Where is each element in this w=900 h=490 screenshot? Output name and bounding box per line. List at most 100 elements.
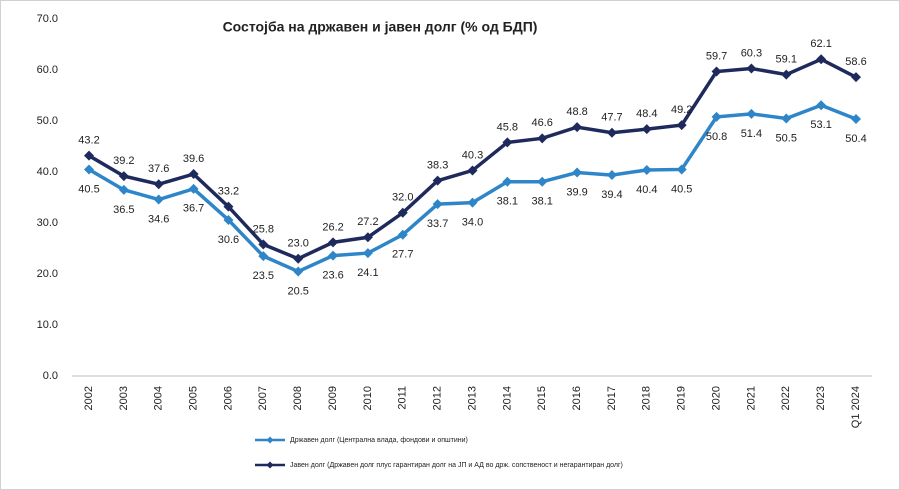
value-label: 20.5 [287,285,308,297]
y-tick-label: 10.0 [37,319,58,331]
chart-title: Состојба на државен и јавен долг (% од Б… [223,19,538,35]
point [362,232,373,243]
point [537,133,548,144]
x-tick-label: 2010 [362,386,374,410]
x-tick-label: 2013 [466,386,478,410]
value-label: 24.1 [357,267,378,279]
y-tick-label: 0.0 [43,370,58,382]
y-tick-label: 60.0 [37,64,58,76]
y-tick-label: 40.0 [37,166,58,178]
value-label: 48.8 [566,106,587,118]
value-label: 26.2 [322,221,343,233]
value-label: 33.7 [427,218,448,230]
value-label: 23.0 [287,238,308,250]
value-label: 40.3 [462,149,483,161]
point [153,194,164,205]
point [328,250,339,261]
x-tick-label: 2014 [501,386,513,410]
point [188,183,199,194]
x-tick-label: 2018 [641,386,653,410]
point [746,108,757,119]
value-label: 34.0 [462,217,483,229]
x-tick-label: 2009 [327,386,339,410]
y-tick-label: 70.0 [37,13,58,25]
value-label: 46.6 [532,117,553,129]
point [258,251,269,262]
point [397,229,408,240]
value-label: 38.1 [532,196,553,208]
value-label: 43.2 [78,135,99,147]
point [711,66,722,77]
value-label: 53.1 [810,119,831,131]
x-tick-label: 2017 [606,386,618,410]
value-label: 62.1 [810,38,831,50]
y-tick-label: 30.0 [37,217,58,229]
point [397,207,408,218]
point [118,184,129,195]
point [153,179,164,190]
value-label: 59.1 [776,53,797,65]
point [816,100,827,111]
x-tick-label: 2005 [187,386,199,410]
value-label: 50.4 [845,133,866,145]
point [502,137,513,148]
point [641,124,652,135]
y-tick-label: 20.0 [37,268,58,280]
value-label: 49.2 [671,104,692,116]
point [84,150,94,161]
value-label: 38.1 [497,196,518,208]
y-tick-label: 50.0 [37,115,58,127]
x-tick-label: 2003 [118,386,130,410]
value-label: 23.5 [253,270,274,282]
value-label: 36.5 [113,204,134,216]
x-tick-label: 2015 [536,386,548,410]
x-tick-label: 2023 [815,386,827,410]
point [467,197,478,208]
x-tick-label: 2007 [257,386,269,410]
point [676,164,687,175]
value-label: 50.5 [776,132,797,144]
legend-label: Јавен долг (Државен долг плус гарантиран… [290,462,623,469]
value-label: 48.4 [636,108,657,120]
value-label: 34.6 [148,213,169,225]
point [432,175,443,186]
value-label: 39.6 [183,153,204,165]
point [258,239,269,250]
point [84,164,94,175]
point [188,169,199,180]
value-label: 30.6 [218,234,239,246]
value-label: 40.4 [636,184,657,196]
x-tick-label: 2021 [745,386,757,410]
value-label: 58.6 [845,56,866,68]
point [293,266,304,277]
x-tick-label: 2012 [432,386,444,410]
legend-marker [266,436,274,444]
value-label: 37.6 [148,163,169,175]
value-label: 39.4 [601,189,622,201]
point [606,127,617,138]
value-label: 39.9 [566,186,587,198]
point [851,113,861,124]
value-label: 50.8 [706,131,727,143]
value-label: 47.7 [601,112,622,124]
point [641,164,652,175]
x-tick-label: 2022 [780,386,792,410]
point [467,165,478,176]
x-tick-label: 2004 [153,386,165,410]
point [676,120,687,131]
point [572,167,583,178]
point [816,54,827,65]
point [711,111,722,122]
point [293,253,304,264]
legend-label: Државен долг (Централна влада, фондови и… [290,437,468,444]
value-label: 40.5 [671,183,692,195]
x-tick-label: 2006 [222,386,234,410]
value-label: 60.3 [741,47,762,59]
x-tick-label: 2011 [397,386,409,410]
x-tick-label: 2020 [710,386,722,410]
point [572,122,583,133]
x-tick-label: Q1 2024 [850,386,862,428]
value-label: 45.8 [497,121,518,133]
point [851,72,861,83]
